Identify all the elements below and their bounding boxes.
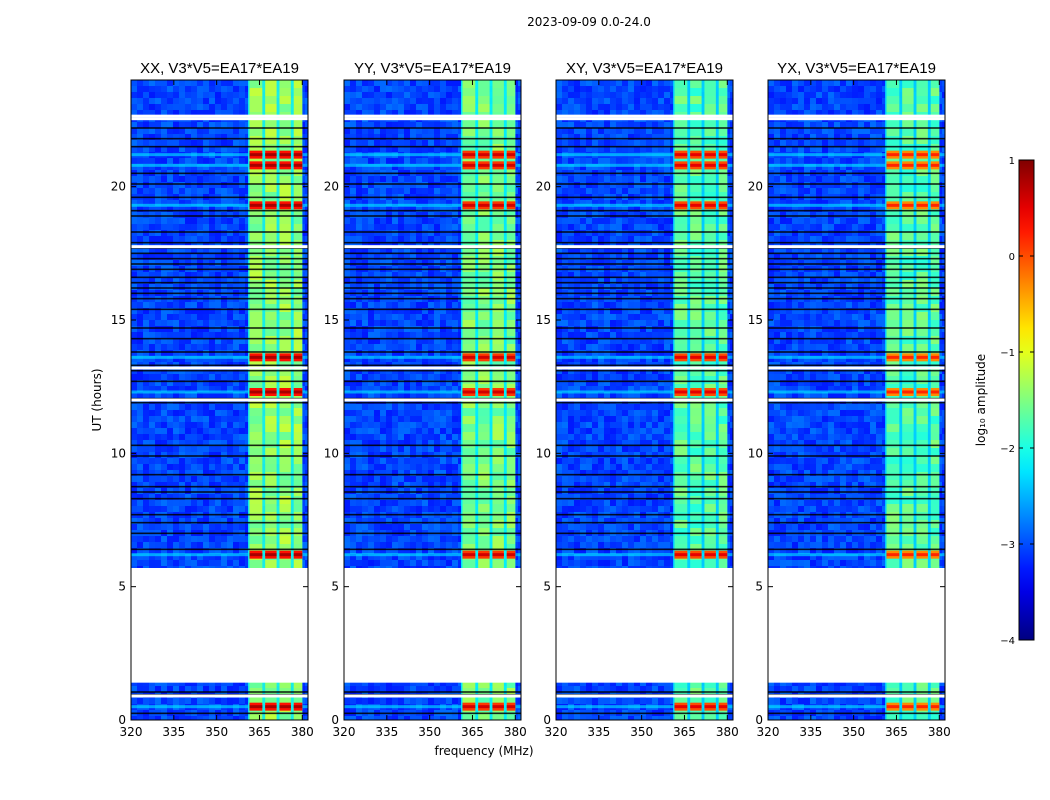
y-tick-label: 0 xyxy=(331,713,339,727)
panel-title: XX, V3*V5=EA17*EA19 xyxy=(140,60,299,77)
panel-title: YY, V3*V5=EA17*EA19 xyxy=(354,60,511,77)
y-tick-label: 15 xyxy=(748,313,763,327)
panel-frame xyxy=(343,79,522,721)
panel-frame xyxy=(767,79,946,721)
colorbar-label: log₁₀ amplitude xyxy=(974,354,988,446)
panel-frame xyxy=(555,79,734,721)
y-tick-label: 20 xyxy=(111,180,126,194)
y-tick-label: 20 xyxy=(324,180,339,194)
y-tick-label: 5 xyxy=(118,580,126,594)
y-tick-label: 15 xyxy=(324,313,339,327)
figure-suptitle: 2023-09-09 0.0-24.0 xyxy=(527,15,651,29)
colorbar-tick-label: −3 xyxy=(1000,540,1015,551)
x-tick-label: 365 xyxy=(885,725,908,739)
x-tick-label: 365 xyxy=(461,725,484,739)
colorbar-gradient xyxy=(1018,159,1035,641)
panel-xy: 320 335 350 365 380 0 5 10 15 20 XY, V3*V5=EA17*EA… xyxy=(536,60,739,739)
x-tick-label: 365 xyxy=(673,725,696,739)
y-tick-label: 5 xyxy=(755,580,763,594)
y-tick-label: 20 xyxy=(748,180,763,194)
y-tick-label: 0 xyxy=(755,713,763,727)
x-tick-label: 335 xyxy=(799,725,822,739)
y-tick-label: 0 xyxy=(543,713,551,727)
x-tick-label: 350 xyxy=(205,725,228,739)
x-axis-label: frequency (MHz) xyxy=(434,744,533,758)
panel-yy: 320 335 350 365 380 0 5 10 15 20 YY, V3*V5=EA17*EA… xyxy=(324,60,527,739)
spectrogram-image xyxy=(344,80,521,720)
y-tick-label: 15 xyxy=(536,313,551,327)
x-tick-label: 380 xyxy=(928,725,951,739)
x-tick-label: 365 xyxy=(248,725,271,739)
panel-yx: 320 335 350 365 380 0 5 10 15 20 YX, V3*V5=EA17*EA… xyxy=(748,60,951,739)
y-axis-label: UT (hours) xyxy=(90,368,104,431)
x-tick-label: 350 xyxy=(418,725,441,739)
spectrogram-image xyxy=(131,80,308,720)
panels-group: 320 335 350 365 380 0 5 10 15 20 XX, V3*V5=EA17*EA… xyxy=(111,60,951,739)
colorbar-tick-label: −4 xyxy=(1000,636,1015,647)
colorbar-tick-label: −2 xyxy=(1000,444,1015,455)
y-tick-label: 0 xyxy=(118,713,126,727)
y-tick-label: 10 xyxy=(748,446,763,460)
x-tick-label: 350 xyxy=(630,725,653,739)
y-tick-label: 10 xyxy=(324,446,339,460)
x-tick-label: 320 xyxy=(120,725,143,739)
y-tick-label: 5 xyxy=(543,580,551,594)
y-tick-label: 5 xyxy=(331,580,339,594)
x-tick-label: 380 xyxy=(716,725,739,739)
x-tick-label: 380 xyxy=(291,725,314,739)
panel-frame xyxy=(130,79,309,721)
x-tick-label: 320 xyxy=(545,725,568,739)
spectrogram-image xyxy=(556,80,733,720)
colorbar: 1 0 −1 −2 −3 −4 xyxy=(1000,156,1035,647)
x-tick-label: 335 xyxy=(375,725,398,739)
panel-title: XY, V3*V5=EA17*EA19 xyxy=(566,60,723,77)
panel-xx: 320 335 350 365 380 0 5 10 15 20 XX, V3*V5=EA17*EA… xyxy=(111,60,314,739)
colorbar-tick-label: 1 xyxy=(1009,156,1015,167)
x-tick-label: 320 xyxy=(333,725,356,739)
x-tick-label: 335 xyxy=(587,725,610,739)
y-tick-label: 10 xyxy=(111,446,126,460)
x-tick-label: 380 xyxy=(504,725,527,739)
x-tick-label: 320 xyxy=(757,725,780,739)
y-tick-label: 20 xyxy=(536,180,551,194)
y-tick-label: 10 xyxy=(536,446,551,460)
colorbar-tick-label: −1 xyxy=(1000,348,1015,359)
colorbar-tick-label: 0 xyxy=(1009,252,1015,263)
y-tick-label: 15 xyxy=(111,313,126,327)
panel-title: YX, V3*V5=EA17*EA19 xyxy=(777,60,936,77)
spectrogram-image xyxy=(768,80,945,720)
x-tick-label: 335 xyxy=(162,725,185,739)
x-tick-label: 350 xyxy=(842,725,865,739)
